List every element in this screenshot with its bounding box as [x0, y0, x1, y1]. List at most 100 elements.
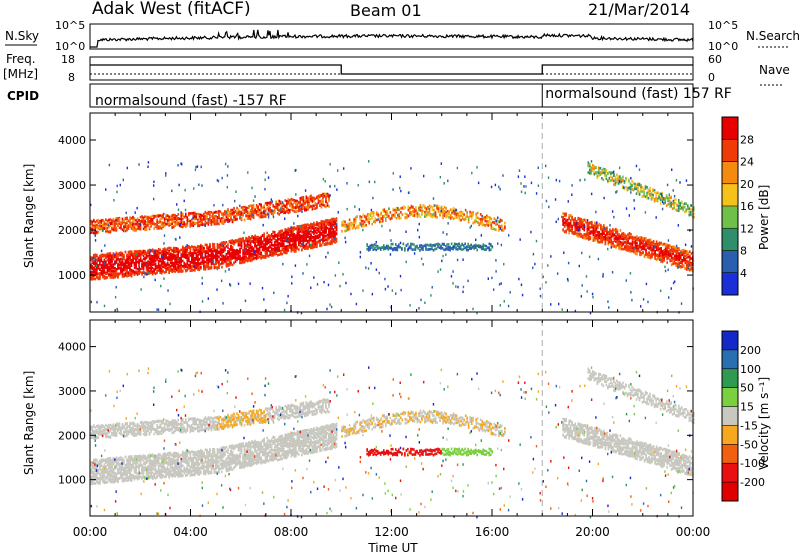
- power-pixel: [139, 249, 142, 253]
- power-pixel: [216, 258, 219, 262]
- power-pixel: [587, 228, 590, 231]
- power-pixel: [180, 248, 183, 252]
- power-pixel: [132, 217, 134, 220]
- power-pixel: [112, 257, 115, 261]
- power-pixel: [335, 232, 338, 235]
- power-pixel: [172, 261, 175, 265]
- power-pixel: [569, 219, 572, 222]
- power-pixel: [249, 251, 252, 254]
- power-pixel: [105, 218, 107, 222]
- power-pixel: [307, 197, 309, 200]
- power-pixel: [96, 253, 98, 257]
- power-pixel: [112, 220, 115, 223]
- power-pixel: [448, 216, 450, 219]
- power-pixel: [457, 215, 459, 219]
- power-pixel: [586, 234, 589, 237]
- power-pixel: [90, 256, 92, 259]
- power-pixel: [418, 208, 420, 212]
- power-pixel: [295, 203, 297, 206]
- power-pixel: [467, 245, 469, 248]
- power-pixel: [410, 246, 412, 250]
- power-pixel: [292, 230, 294, 234]
- power-pixel: [124, 273, 127, 276]
- power-pixel: [213, 218, 216, 222]
- power-pixel: [148, 219, 151, 223]
- power-pixel: [109, 273, 112, 277]
- power-pixel: [357, 224, 360, 227]
- power-pixel: [313, 196, 315, 200]
- power-pixel: [148, 256, 151, 259]
- power-pixel: [455, 210, 458, 213]
- power-pixel: [270, 201, 273, 205]
- power-pixel: [310, 199, 312, 202]
- power-pixel: [284, 204, 287, 208]
- power-pixel: [117, 266, 119, 270]
- power-pixel: [571, 231, 573, 235]
- power-pixel: [103, 274, 106, 278]
- power-pixel: [463, 213, 465, 216]
- power-pixel: [316, 243, 318, 246]
- power-pixel: [295, 249, 297, 252]
- power-pixel: [162, 224, 164, 228]
- power-pixel: [236, 257, 238, 260]
- power-pixel: [299, 244, 302, 248]
- power-pixel: [160, 217, 163, 220]
- power-pixel: [248, 239, 250, 243]
- power-pixel: [195, 221, 198, 225]
- power-pixel: [448, 212, 450, 215]
- power-pixel: [100, 269, 103, 273]
- power-pixel: [90, 272, 92, 275]
- power-pixel: [189, 219, 192, 223]
- power-pixel: [574, 218, 577, 222]
- power-pixel: [344, 220, 346, 224]
- power-pixel: [112, 270, 115, 273]
- power-pixel: [305, 223, 308, 227]
- power-pixel: [183, 251, 186, 254]
- power-pixel: [169, 247, 172, 251]
- power-pixel: [475, 213, 478, 216]
- power-pixel: [218, 216, 220, 220]
- power-pixel: [273, 249, 276, 252]
- power-pixel: [103, 254, 106, 257]
- power-pixel: [285, 249, 288, 253]
- power-pixel: [243, 205, 246, 209]
- power-pixel: [263, 247, 265, 251]
- power-pixel: [132, 226, 134, 230]
- power-pixel: [568, 214, 570, 217]
- power-pixel: [153, 263, 155, 266]
- power-pixel: [154, 254, 157, 257]
- power-pixel: [562, 228, 564, 232]
- power-pixel: [187, 245, 190, 249]
- power-pixel: [425, 214, 428, 218]
- power-pixel: [206, 216, 208, 220]
- power-pixel: [245, 236, 247, 240]
- power-pixel: [580, 225, 583, 229]
- power-pixel: [186, 264, 189, 267]
- power-pixel: [209, 243, 211, 246]
- power-pixel: [260, 253, 262, 257]
- power-pixel: [175, 253, 178, 257]
- power-pixel: [317, 240, 320, 243]
- power-pixel: [287, 211, 290, 215]
- power-pixel: [135, 266, 137, 270]
- power-pixel: [316, 227, 318, 230]
- power-pixel: [174, 260, 177, 263]
- power-pixel: [459, 245, 462, 249]
- power-pixel: [299, 237, 302, 241]
- power-pixel: [200, 252, 202, 255]
- power-pixel: [574, 217, 577, 220]
- power-pixel: [171, 248, 174, 252]
- power-pixel: [426, 248, 429, 251]
- power-pixel: [328, 231, 330, 235]
- power-pixel: [437, 245, 439, 249]
- power-pixel: [366, 217, 369, 221]
- power-pixel: [252, 216, 255, 219]
- power-pixel: [246, 217, 249, 221]
- power-pixel: [156, 271, 158, 274]
- power-pixel: [367, 245, 370, 249]
- power-pixel: [375, 218, 378, 222]
- power-pixel: [99, 262, 101, 266]
- power-pixel: [406, 213, 408, 216]
- power-pixel: [307, 198, 309, 202]
- power-pixel: [325, 234, 327, 238]
